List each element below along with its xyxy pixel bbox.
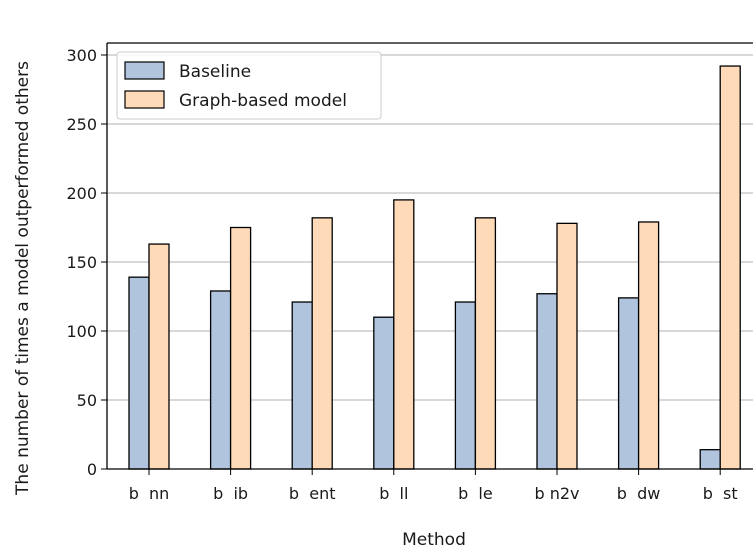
- x-tick-label-b-le: b le: [458, 484, 493, 503]
- legend-label-baseline: Baseline: [179, 62, 251, 82]
- y-tick-label-150: 150: [66, 253, 97, 272]
- bar-baseline-b-st: [699, 449, 721, 470]
- x-tick-label-b-dw: b dw: [617, 484, 661, 503]
- bar-baseline-b-dw: [617, 297, 640, 470]
- legend-frame: [116, 51, 382, 120]
- y-tick-label-200: 200: [66, 184, 97, 203]
- bar-graph-based-model-b-n2v: [556, 222, 578, 470]
- bar-graph-based-model-b-nn: [148, 243, 170, 470]
- x-tick-label-b-ll: b ll: [379, 484, 408, 503]
- y-tick-label-0: 0: [87, 460, 97, 479]
- bar-baseline-b-n2v: [536, 293, 558, 470]
- legend-swatch-baseline: [124, 61, 165, 80]
- bar-baseline-b-ib: [209, 290, 232, 470]
- legend: Baseline Graph-based model: [116, 51, 382, 120]
- bar-baseline-b-ll: [373, 316, 395, 470]
- y-tick-label-300: 300: [66, 46, 97, 65]
- bar-baseline-b-ent: [291, 301, 313, 470]
- y-tick-label-50: 50: [77, 391, 97, 410]
- x-tick-label-b-n2v: b n2v: [534, 484, 579, 503]
- bar-graph-based-model-b-dw: [637, 221, 660, 470]
- x-tick-label-b-ent: b ent: [289, 484, 336, 503]
- x-tick-label-b-nn: b nn: [129, 484, 170, 503]
- legend-swatch-graph-based-model: [124, 90, 165, 109]
- x-tick-labels: b nn b ib b ent b ll b le b n2v b dw b st: [129, 484, 738, 503]
- bar-graph-based-model-b-ent: [311, 217, 333, 470]
- bar-graph-based-model-b-ib: [229, 226, 252, 470]
- legend-label-graph-based-model: Graph-based model: [179, 91, 347, 111]
- x-tick-label-b-st: b st: [703, 484, 738, 503]
- bar-graph-based-model-b-le: [474, 217, 497, 470]
- x-axis-label: Method: [402, 530, 466, 546]
- axes: [101, 42, 753, 475]
- bar-graph-based-model-b-st: [719, 65, 741, 470]
- bar-baseline-b-nn: [128, 276, 150, 470]
- x-tick-label-b-ib: b ib: [213, 484, 248, 503]
- y-tick-labels: 0 50 100 150 200 250 300: [66, 46, 97, 479]
- y-tick-label-100: 100: [66, 322, 97, 341]
- y-tick-label-250: 250: [66, 115, 97, 134]
- bar-baseline-b-le: [454, 301, 477, 470]
- bar-graph-based-model-b-ll: [393, 199, 415, 470]
- bars: [128, 65, 741, 470]
- y-axis-label: The number of times a model outperformed…: [13, 61, 33, 496]
